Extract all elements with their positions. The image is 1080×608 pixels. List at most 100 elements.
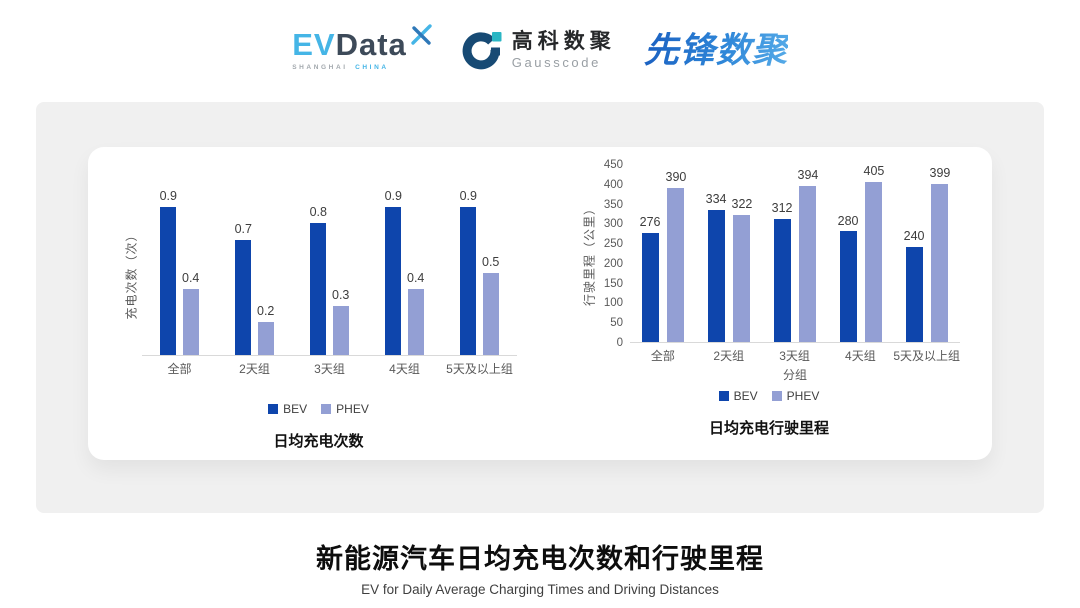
bar-PHEV bbox=[182, 289, 199, 355]
bar-value-label: 0.9 bbox=[384, 188, 402, 203]
evdata-wordmark-data: Data bbox=[335, 27, 407, 62]
x-category-label: 4天组 bbox=[389, 361, 420, 376]
bar-column-PHEV: 394 bbox=[797, 168, 819, 342]
x-category-label: 全部 bbox=[167, 361, 192, 376]
gausscode-g-icon bbox=[462, 32, 502, 70]
legend-label-PHEV: PHEV bbox=[786, 389, 820, 403]
x-axis-title: 分组 bbox=[782, 368, 807, 382]
bar-BEV bbox=[160, 206, 177, 355]
x-category-label: 4天组 bbox=[845, 348, 876, 363]
legend-swatch-BEV bbox=[268, 404, 279, 414]
x-category-label: 3天组 bbox=[779, 348, 810, 363]
bar-pair: 0.9 0.4 bbox=[160, 189, 200, 355]
bar-group: 0.9 0.4 bbox=[367, 188, 442, 355]
bar-pair: 280 405 bbox=[838, 164, 884, 342]
y-tick-label: 100 bbox=[603, 297, 623, 310]
bar-pair: 0.7 0.2 bbox=[234, 221, 275, 355]
bar-value-label: 0.5 bbox=[482, 254, 500, 269]
bar-pair: 334 322 bbox=[705, 192, 753, 342]
chart-daily-driving-distance: 行驶里程（公里） 0 50 100 150 200 250 300 350 400 450 276 39… bbox=[578, 147, 960, 460]
bar-PHEV bbox=[799, 186, 817, 342]
bar-PHEV bbox=[257, 322, 274, 355]
evdata-wordmark-ev: EV bbox=[292, 27, 336, 62]
evdata-subtext-shanghai: SHANGHAI bbox=[292, 64, 348, 71]
bar-pair: 0.9 0.5 bbox=[460, 189, 500, 355]
bar-value-label: 390 bbox=[665, 169, 687, 184]
bar-pair: 276 390 bbox=[639, 169, 687, 342]
bar-column-PHEV: 0.4 bbox=[407, 271, 425, 355]
gausscode-text: 高科数聚 Gausscode bbox=[512, 30, 616, 69]
bar-column-PHEV: 0.3 bbox=[332, 288, 349, 355]
bar-group: 280 405 bbox=[828, 164, 894, 342]
bar-column-PHEV: 0.4 bbox=[182, 271, 200, 355]
bar-group: 0.9 0.5 bbox=[442, 189, 517, 355]
bar-group: 312 394 bbox=[762, 165, 828, 342]
bar-value-label: 0.4 bbox=[407, 271, 425, 286]
y-tick-label: 50 bbox=[610, 317, 623, 330]
bar-column-BEV: 0.9 bbox=[460, 189, 477, 355]
bar-BEV bbox=[235, 239, 252, 355]
bar-value-label: 0.7 bbox=[234, 221, 252, 236]
bar-column-BEV: 0.9 bbox=[160, 189, 177, 355]
legend: BEV PHEV bbox=[578, 389, 960, 403]
legend-swatch-PHEV bbox=[321, 404, 332, 414]
bar-value-label: 334 bbox=[705, 192, 727, 207]
y-ticks: 0 50 100 150 200 250 300 350 400 450 bbox=[600, 159, 630, 349]
x-axis-labels: 全部 2天组 3天组 4天组 5天及以上组 bbox=[630, 343, 960, 367]
legend-label-PHEV: PHEV bbox=[336, 402, 369, 416]
bar-column-PHEV: 0.2 bbox=[257, 304, 275, 355]
gausscode-name-cn: 高科数聚 bbox=[511, 30, 616, 54]
bar-value-label: 276 bbox=[639, 215, 661, 230]
legend-item-PHEV: PHEV bbox=[771, 389, 820, 403]
bar-BEV bbox=[707, 209, 725, 342]
legend-swatch-BEV bbox=[718, 391, 729, 401]
bar-column-BEV: 240 bbox=[904, 230, 925, 342]
chart-body: 充电次数（次） 0.9 0.4 0.7 0.2 0.8 0.3 0.9 0.4 0.9 0.5 全部 2… bbox=[120, 147, 517, 396]
legend-item-PHEV: PHEV bbox=[321, 402, 369, 416]
y-tick-label: 150 bbox=[603, 277, 623, 290]
x-category-label: 5天及以上组 bbox=[446, 361, 513, 376]
bar-PHEV bbox=[332, 305, 349, 355]
bar-value-label: 0.4 bbox=[182, 271, 200, 286]
y-axis-label: 行驶里程（公里） bbox=[582, 201, 597, 307]
bar-PHEV bbox=[931, 184, 949, 342]
legend-swatch-PHEV bbox=[771, 391, 782, 401]
y-axis-label: 充电次数（次） bbox=[124, 227, 139, 320]
y-axis: 充电次数（次） bbox=[120, 191, 142, 356]
bar-pair: 240 399 bbox=[904, 166, 951, 342]
bar-value-label: 240 bbox=[903, 229, 925, 244]
bar-PHEV bbox=[482, 272, 499, 355]
chart-body: 行驶里程（公里） 0 50 100 150 200 250 300 350 400 450 276 39… bbox=[578, 147, 960, 383]
bar-column-BEV: 276 bbox=[639, 215, 661, 342]
x-category-label: 全部 bbox=[650, 348, 675, 363]
chart-title: 日均充电次数 bbox=[273, 433, 364, 450]
bar-PHEV bbox=[733, 214, 751, 342]
plot-stack: 0.9 0.4 0.7 0.2 0.8 0.3 0.9 0.4 0.9 0.5 全部 2天组 3天组 4天… bbox=[142, 147, 517, 396]
bar-BEV bbox=[385, 206, 402, 355]
bar-value-label: 0.8 bbox=[309, 205, 327, 220]
y-tick-label: 200 bbox=[603, 257, 623, 270]
bar-column-PHEV: 0.5 bbox=[482, 254, 500, 355]
bar-PHEV bbox=[407, 289, 424, 355]
evdata-pinwheel-icon bbox=[411, 24, 432, 45]
chart-title: 日均充电行驶里程 bbox=[708, 420, 829, 437]
bar-value-label: 399 bbox=[929, 166, 951, 181]
header-logos: EV Data SHANGHAI CHINA 高科数聚 Gausscode bbox=[0, 0, 1080, 80]
legend-item-BEV: BEV bbox=[718, 389, 758, 403]
bar-value-label: 312 bbox=[771, 200, 793, 215]
chart-daily-charging-times: 充电次数（次） 0.9 0.4 0.7 0.2 0.8 0.3 0.9 0.4 0.9 0.5 全部 2… bbox=[120, 147, 517, 460]
bar-group: 334 322 bbox=[696, 165, 762, 342]
bar-column-PHEV: 399 bbox=[929, 166, 951, 342]
charts-panel: 充电次数（次） 0.9 0.4 0.7 0.2 0.8 0.3 0.9 0.4 0.9 0.5 全部 2… bbox=[36, 102, 1044, 513]
bar-value-label: 322 bbox=[731, 196, 753, 211]
bar-column-PHEV: 322 bbox=[731, 196, 753, 342]
page-title: 新能源汽车日均充电次数和行驶里程 bbox=[316, 544, 764, 574]
bar-value-label: 0.2 bbox=[257, 304, 275, 319]
bar-column-BEV: 334 bbox=[705, 192, 727, 342]
bar-group: 276 390 bbox=[630, 165, 696, 342]
bar-value-label: 394 bbox=[797, 168, 819, 183]
bar-column-BEV: 0.9 bbox=[384, 188, 402, 355]
bar-BEV bbox=[310, 223, 327, 355]
gausscode-name-en: Gausscode bbox=[511, 54, 601, 70]
